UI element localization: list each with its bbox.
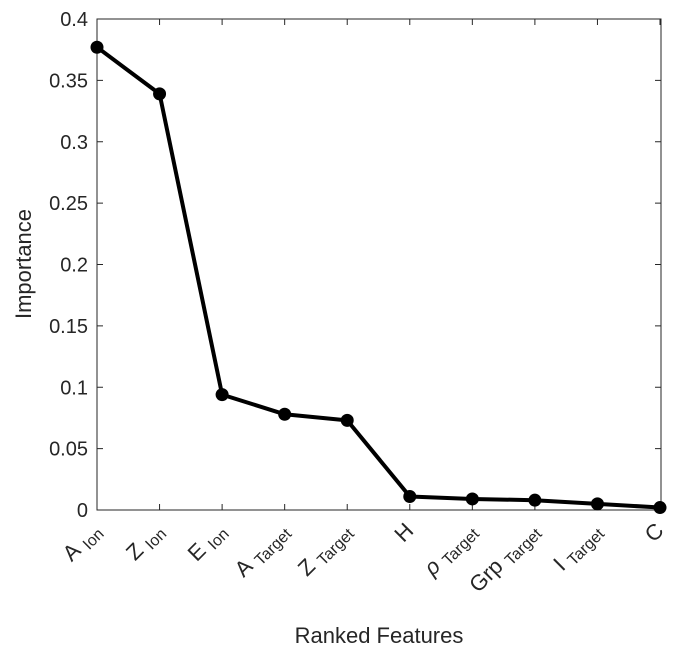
x-tick-label: H xyxy=(389,518,418,547)
data-point xyxy=(653,501,667,515)
x-tick-label: AIon xyxy=(57,518,107,568)
data-point xyxy=(403,489,417,503)
data-point xyxy=(153,87,167,101)
y-tick-label: 0.2 xyxy=(60,255,88,277)
data-markers xyxy=(90,40,667,515)
data-point xyxy=(90,40,104,54)
data-point xyxy=(465,492,479,506)
data-point xyxy=(590,497,604,511)
x-tick-label: ZTarget xyxy=(293,517,358,582)
data-point xyxy=(215,388,229,402)
y-tick-label: 0 xyxy=(77,500,88,522)
x-tick-label: ITarget xyxy=(548,517,608,577)
data-point xyxy=(528,493,542,507)
data-point xyxy=(278,407,292,421)
y-axis-label: Importance xyxy=(11,209,36,319)
y-tick-label: 0.15 xyxy=(49,316,88,338)
data-point xyxy=(340,413,354,427)
y-tick-label: 0.05 xyxy=(49,439,88,461)
y-tick-label: 0.35 xyxy=(49,70,88,92)
y-tick-label: 0.25 xyxy=(49,193,88,215)
x-tick-label: GrpTarget xyxy=(464,517,546,599)
x-tick-label: EIon xyxy=(183,518,233,568)
y-tick-label: 0.1 xyxy=(60,377,88,399)
y-axis-ticks: 0 0.05 0.1 0.15 0.2 0.25 0.3 0.35 0.4 xyxy=(49,9,661,522)
x-axis-label: Ranked Features xyxy=(295,623,464,648)
x-tick-label: ATarget xyxy=(229,517,295,583)
plot-frame xyxy=(96,18,662,511)
y-tick-label: 0.3 xyxy=(60,132,88,154)
importance-line xyxy=(95,45,662,510)
x-tick-label: C xyxy=(640,518,669,547)
y-tick-label: 0.4 xyxy=(60,9,88,31)
x-tick-label: ZIon xyxy=(121,518,170,567)
